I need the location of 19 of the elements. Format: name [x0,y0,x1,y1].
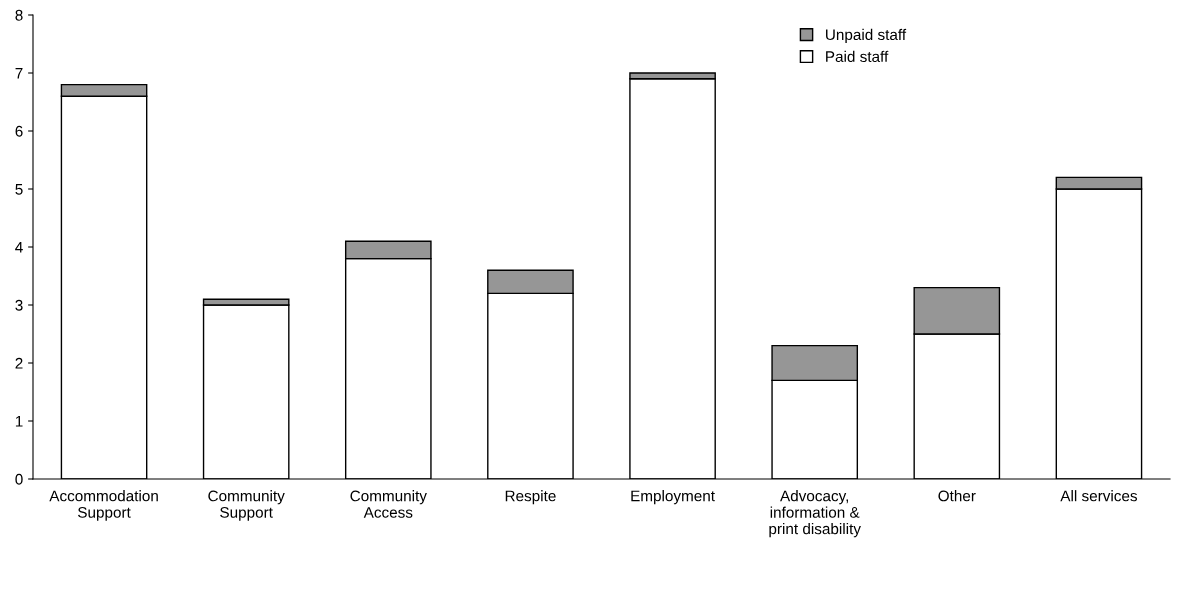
y-tick-label: 2 [15,357,23,369]
y-tick-label: 8 [15,9,23,21]
y-tick-label: 0 [15,473,23,485]
legend-label: Paid staff [826,50,889,63]
x-tick-label: Community Access [350,490,427,518]
x-tick-label: Other [938,490,976,502]
y-tick-label: 5 [15,184,23,195]
x-tick-label: All services [1060,490,1138,502]
legend-label: Unpaid staff [826,28,907,44]
x-tick-label: Advocacy, information & print disability [769,490,861,538]
y-tick-label: 1 [15,416,23,427]
x-tick-label: Accommodation Support [49,490,158,521]
x-tick-label: Respite [505,490,556,505]
x-tick-label: Community Support [208,490,285,521]
y-tick-label: 6 [15,125,23,137]
y-tick-label: 7 [15,68,23,79]
y-tick-label: 4 [15,242,23,253]
x-tick-label: Employment [631,490,715,505]
y-tick-label: 3 [15,299,23,311]
